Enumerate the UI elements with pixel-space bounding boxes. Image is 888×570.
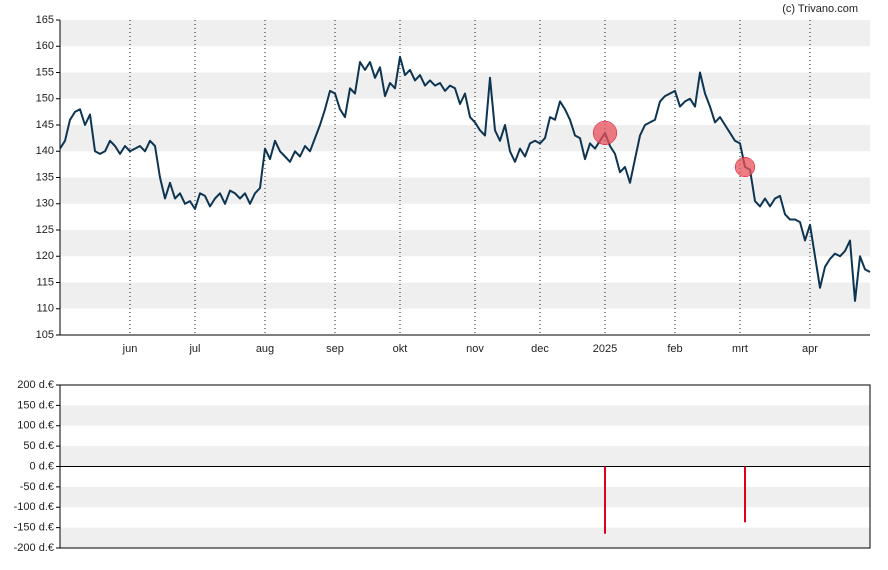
- grid-band: [60, 405, 870, 426]
- y-tick-label: 165: [36, 14, 54, 26]
- x-tick-label: jun: [122, 343, 138, 355]
- grid-band: [60, 177, 870, 204]
- y-tick-label: -100 d.€: [14, 501, 54, 513]
- y-tick-label: 115: [36, 276, 54, 288]
- y-tick-label: 0 d.€: [30, 460, 54, 472]
- y-tick-label: 50 d.€: [23, 440, 54, 452]
- y-tick-label: 150 d.€: [17, 399, 54, 411]
- x-tick-label: 2025: [593, 343, 617, 355]
- grid-band: [60, 446, 870, 467]
- price-line: [59, 55, 871, 302]
- y-tick-label: 130: [36, 198, 54, 210]
- y-tick-label: 140: [36, 145, 54, 157]
- y-tick-label: 150: [36, 93, 54, 105]
- x-tick-label: apr: [802, 343, 818, 355]
- grid-band: [60, 282, 870, 309]
- y-tick-label: 145: [36, 119, 54, 131]
- y-tick-label: 105: [36, 329, 54, 341]
- grid-band: [60, 230, 870, 257]
- dividend-marker: [592, 120, 618, 145]
- dividend-marker: [734, 156, 756, 178]
- y-tick-label: -200 d.€: [14, 542, 54, 554]
- x-tick-label: aug: [256, 343, 274, 355]
- x-tick-label: jul: [188, 343, 200, 355]
- y-tick-label: 155: [36, 66, 54, 78]
- y-tick-label: 160: [36, 40, 54, 52]
- y-tick-label: 120: [36, 250, 54, 262]
- grid-band: [60, 20, 870, 47]
- y-tick-label: 135: [36, 171, 54, 183]
- x-tick-label: okt: [393, 343, 408, 355]
- y-tick-label: -50 d.€: [20, 481, 54, 493]
- y-tick-label: -150 d.€: [14, 522, 54, 534]
- grid-band: [60, 125, 870, 152]
- x-tick-label: nov: [466, 343, 484, 355]
- y-tick-label: 110: [36, 303, 54, 315]
- y-tick-label: 200 d.€: [17, 379, 54, 391]
- x-tick-label: mrt: [732, 343, 748, 355]
- x-tick-label: feb: [667, 343, 682, 355]
- x-tick-label: sep: [326, 343, 344, 355]
- credit: (c) Trivano.com: [782, 3, 858, 15]
- grid-band: [60, 486, 870, 508]
- x-tick-label: dec: [531, 343, 549, 355]
- y-tick-label: 100 d.€: [17, 420, 54, 432]
- grid-band: [60, 527, 870, 548]
- y-tick-label: 125: [36, 224, 54, 236]
